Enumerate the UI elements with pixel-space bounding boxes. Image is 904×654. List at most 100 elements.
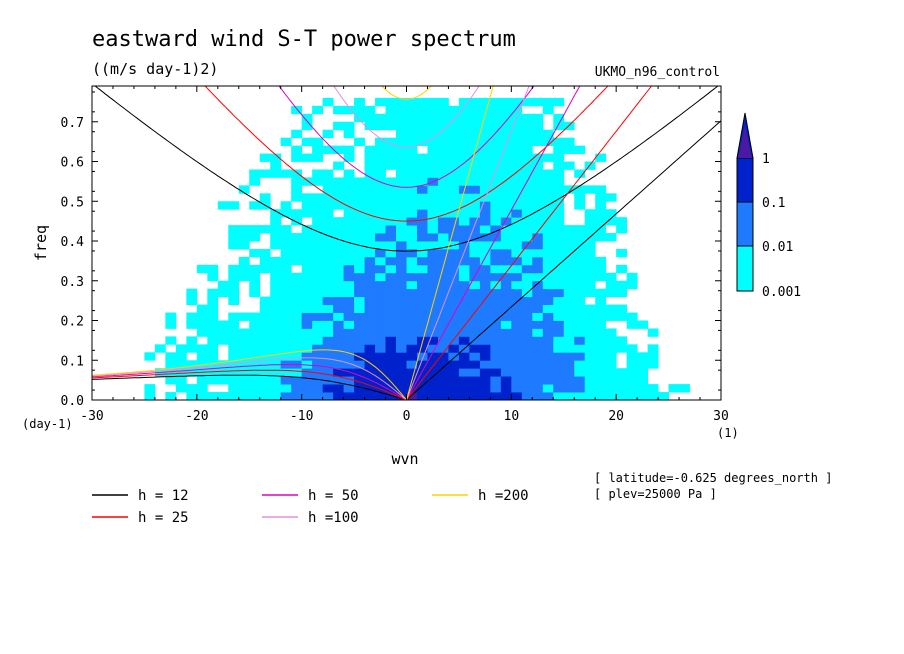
heat-cell — [416, 288, 428, 298]
heat-cell — [364, 161, 376, 170]
heat-cell — [469, 384, 481, 393]
heat-cell — [479, 233, 491, 242]
heat-cell — [563, 233, 575, 242]
heat-cell — [500, 384, 512, 393]
heat-cell — [521, 137, 533, 147]
heat-cell — [595, 368, 607, 377]
heat-cell — [511, 201, 523, 210]
heat-cell — [532, 296, 544, 306]
heat-cell — [259, 336, 271, 345]
heat-cell — [458, 209, 470, 218]
kelvin-wave-curve — [406, 86, 530, 400]
heat-cell — [458, 288, 470, 298]
heat-cell — [406, 304, 418, 313]
heat-cell — [343, 392, 355, 400]
heat-cell — [521, 312, 533, 321]
heat-cell — [396, 193, 407, 202]
heat-cell — [144, 392, 156, 400]
heat-cell — [616, 344, 628, 353]
heat-cell — [469, 368, 481, 377]
heat-cell — [249, 360, 261, 369]
heat-cell — [270, 225, 282, 234]
heat-cell — [595, 336, 607, 345]
heat-cell — [563, 368, 575, 377]
heat-cell — [427, 161, 439, 170]
heat-cell — [259, 392, 271, 400]
heat-cell — [490, 121, 502, 131]
heat-cell — [196, 384, 208, 393]
x-tick-label: 30 — [713, 409, 729, 424]
heat-cell — [354, 392, 365, 400]
heat-cell — [416, 272, 428, 282]
heat-cell — [563, 320, 575, 329]
heat-cell — [291, 248, 303, 258]
heat-cell — [406, 392, 418, 400]
heat-cell — [301, 376, 313, 385]
heat-cell — [354, 248, 365, 258]
heat-cell — [595, 328, 607, 337]
heat-cell — [542, 368, 554, 377]
heat-cell — [375, 264, 386, 274]
heat-cell — [354, 336, 365, 345]
heat-cell — [175, 368, 187, 377]
heat-cell — [416, 360, 428, 369]
heat-cell — [186, 296, 198, 306]
heat-cell — [333, 320, 344, 329]
heat-cell — [490, 272, 502, 282]
heat-cell — [196, 352, 208, 361]
heat-cell — [511, 328, 523, 337]
heat-cell — [584, 225, 596, 234]
heat-cell — [207, 328, 219, 337]
heat-cell — [186, 336, 198, 345]
heat-cell — [375, 376, 386, 385]
heat-cell — [511, 105, 523, 115]
heat-cell — [301, 296, 313, 306]
heat-cell — [427, 368, 439, 377]
heat-cell — [595, 185, 607, 194]
colorbar-top-level — [738, 126, 752, 158]
heat-cell — [563, 304, 575, 313]
heat-cell — [563, 272, 575, 282]
heat-cell — [312, 225, 324, 234]
heat-cell — [511, 97, 523, 107]
heat-cell — [396, 256, 407, 266]
heat-cell — [532, 233, 544, 242]
heat-cell — [385, 177, 397, 186]
heat-cell — [469, 328, 481, 337]
heat-cell — [458, 280, 470, 290]
heat-cell — [343, 376, 355, 385]
heat-cell — [605, 312, 617, 321]
heat-cell — [532, 193, 544, 202]
heat-cell — [217, 328, 229, 337]
heat-cell — [458, 201, 470, 210]
heat-cell — [416, 368, 428, 377]
heat-cell — [448, 328, 460, 337]
heat-cell — [511, 225, 523, 234]
heat-cell — [280, 256, 292, 266]
y-units-label: (day-1) — [22, 417, 73, 431]
heat-cell — [416, 384, 428, 393]
heat-cell — [322, 312, 334, 321]
heat-cell — [259, 304, 271, 313]
heat-cell — [479, 360, 491, 369]
kelvin-wave-curve — [406, 86, 581, 400]
heat-cell — [312, 233, 324, 242]
heat-cell — [500, 272, 512, 282]
heat-cell — [437, 368, 449, 377]
heat-cell — [144, 352, 156, 361]
heat-cell — [364, 217, 376, 226]
heat-cell — [364, 121, 376, 131]
heat-cell — [375, 217, 386, 226]
heat-cell — [427, 392, 439, 400]
heat-cell — [406, 97, 418, 107]
heat-cell — [364, 177, 376, 186]
heat-cell — [532, 177, 544, 186]
heat-cell — [364, 113, 376, 123]
heat-cell — [584, 185, 596, 194]
heat-cell — [217, 368, 229, 377]
heat-cell — [291, 384, 303, 393]
heat-cell — [595, 296, 607, 306]
heat-cell — [291, 328, 303, 337]
heat-cell — [375, 145, 386, 154]
heat-cell — [511, 256, 523, 266]
